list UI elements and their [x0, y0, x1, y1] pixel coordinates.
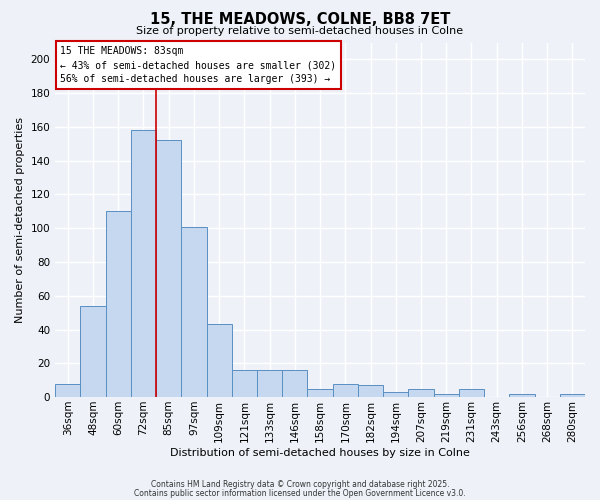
- Bar: [560, 394, 585, 397]
- Bar: [509, 394, 535, 397]
- Bar: [282, 370, 307, 397]
- Bar: [257, 370, 282, 397]
- Text: Contains HM Land Registry data © Crown copyright and database right 2025.: Contains HM Land Registry data © Crown c…: [151, 480, 449, 489]
- Bar: [55, 384, 80, 397]
- Text: Size of property relative to semi-detached houses in Colne: Size of property relative to semi-detach…: [136, 26, 464, 36]
- Bar: [232, 370, 257, 397]
- Text: Contains public sector information licensed under the Open Government Licence v3: Contains public sector information licen…: [134, 488, 466, 498]
- X-axis label: Distribution of semi-detached houses by size in Colne: Distribution of semi-detached houses by …: [170, 448, 470, 458]
- Bar: [106, 212, 131, 397]
- Bar: [409, 388, 434, 397]
- Bar: [358, 385, 383, 397]
- Text: 15 THE MEADOWS: 83sqm
← 43% of semi-detached houses are smaller (302)
56% of sem: 15 THE MEADOWS: 83sqm ← 43% of semi-deta…: [61, 46, 337, 84]
- Bar: [332, 384, 358, 397]
- Bar: [80, 306, 106, 397]
- Bar: [459, 388, 484, 397]
- Y-axis label: Number of semi-detached properties: Number of semi-detached properties: [15, 117, 25, 323]
- Bar: [206, 324, 232, 397]
- Bar: [434, 394, 459, 397]
- Bar: [131, 130, 156, 397]
- Bar: [383, 392, 409, 397]
- Text: 15, THE MEADOWS, COLNE, BB8 7ET: 15, THE MEADOWS, COLNE, BB8 7ET: [150, 12, 450, 28]
- Bar: [181, 226, 206, 397]
- Bar: [156, 140, 181, 397]
- Bar: [307, 388, 332, 397]
